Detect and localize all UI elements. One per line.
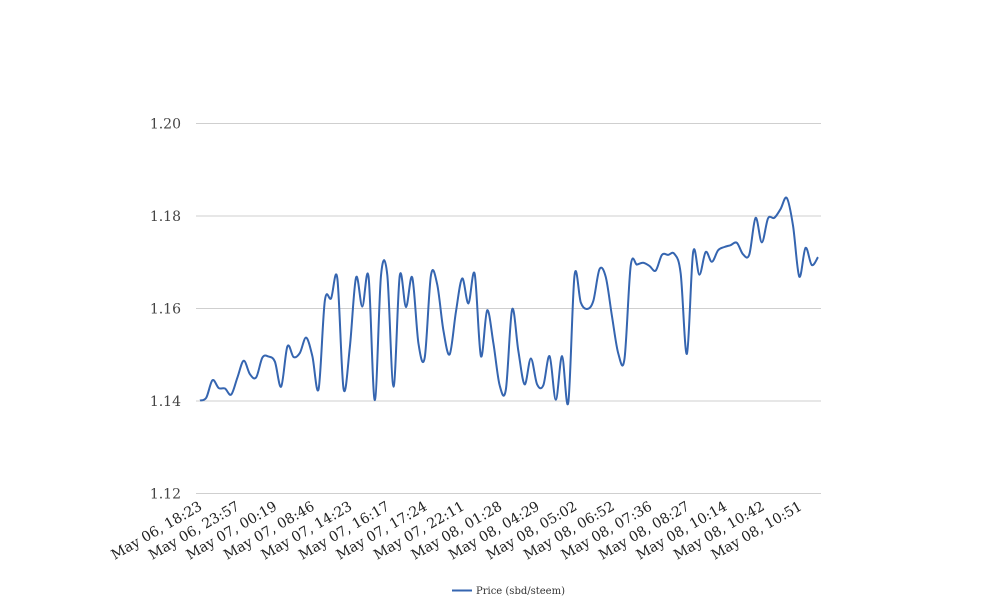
legend: Price (sbd/steem) — [452, 586, 565, 597]
y-tick-label: 1.16 — [150, 302, 181, 318]
y-tick-label: 1.18 — [150, 209, 181, 225]
series-line — [199, 196, 819, 406]
gridlines — [196, 123, 821, 494]
y-tick-label: 1.12 — [150, 487, 181, 503]
legend-label: Price (sbd/steem) — [476, 586, 565, 597]
y-tick-label: 1.20 — [150, 117, 181, 133]
series-lines — [199, 196, 819, 406]
y-axis-ticks: 1.12 1.14 1.16 1.18 1.20 — [150, 117, 181, 503]
y-tick-label: 1.14 — [150, 394, 181, 410]
